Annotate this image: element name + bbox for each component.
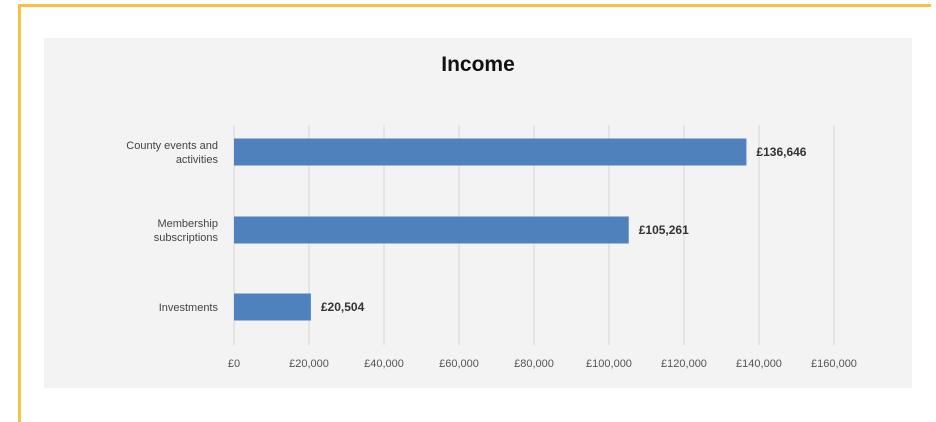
labels: £0 £20,000 £40,000 £60,000 £80,000 £100,000 £1…: [126, 140, 857, 370]
x-tick-label: £20,000: [289, 358, 329, 370]
x-tick-label: £0: [228, 358, 240, 370]
frame-left-border: [18, 4, 21, 422]
data-label: £105,261: [639, 223, 689, 237]
bar: [234, 216, 629, 244]
category-label: Membership subscriptions: [154, 218, 219, 244]
bar: [234, 138, 747, 166]
x-tick-label: £40,000: [364, 358, 404, 370]
category-label-line: subscriptions: [154, 232, 219, 244]
bars: [234, 138, 747, 321]
category-label-line: Investments: [159, 302, 219, 314]
data-label: £136,646: [756, 145, 806, 159]
chart-area: [44, 38, 912, 388]
frame-top-border: [18, 4, 931, 7]
category-label: County events and activities: [126, 140, 218, 166]
x-tick-label: £140,000: [736, 358, 782, 370]
category-label: Investments: [159, 302, 219, 314]
chart-title: Income: [441, 53, 515, 76]
category-label-line: County events and: [126, 140, 218, 152]
data-label: £20,504: [321, 300, 365, 314]
x-tick-label: £160,000: [811, 358, 857, 370]
bar: [234, 293, 311, 321]
x-tick-label: £80,000: [514, 358, 554, 370]
x-tick-label: £120,000: [661, 358, 707, 370]
category-label-line: Membership: [157, 218, 218, 230]
x-tick-label: £100,000: [586, 358, 632, 370]
category-label-line: activities: [176, 154, 219, 166]
x-tick-label: £60,000: [439, 358, 479, 370]
